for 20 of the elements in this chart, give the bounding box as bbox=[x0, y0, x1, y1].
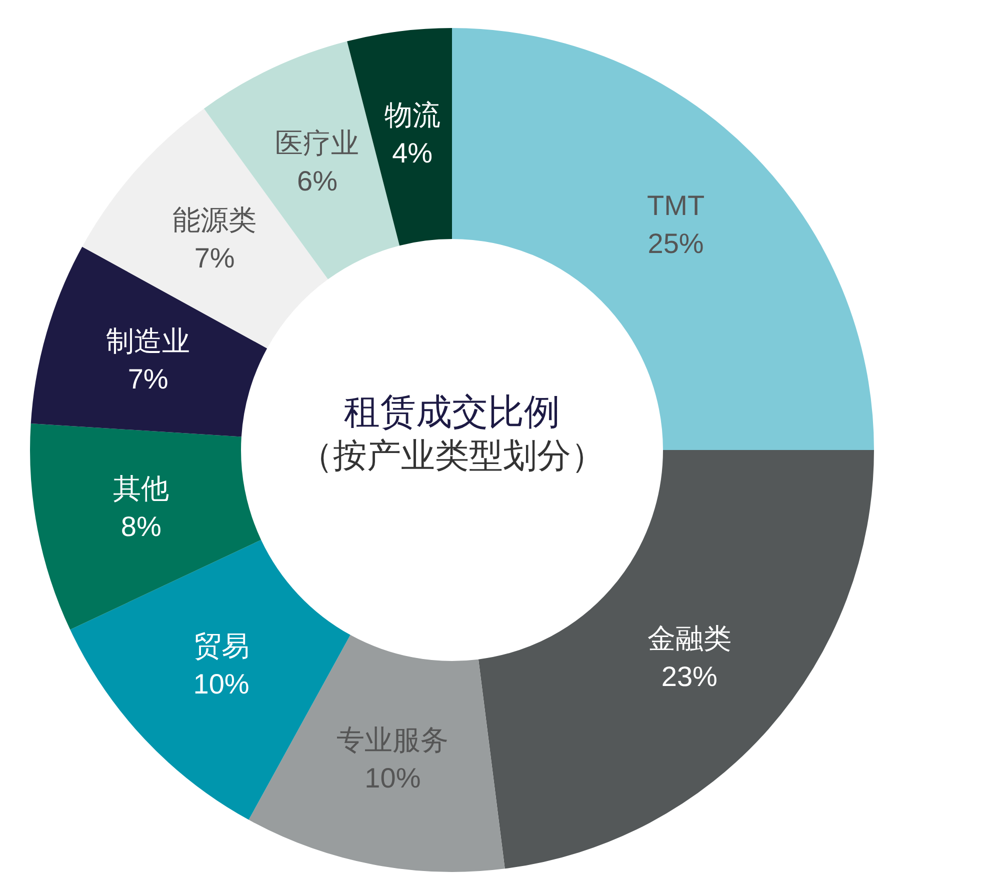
data-label: 10% bbox=[364, 762, 421, 794]
data-label: 4% bbox=[392, 138, 433, 169]
slice-label: TMT bbox=[647, 190, 705, 221]
data-label: 6% bbox=[297, 165, 338, 196]
text: 租赁成交比例 bbox=[343, 390, 561, 434]
slice-label: 能源类 bbox=[172, 204, 257, 236]
data-label: 10% bbox=[193, 668, 250, 700]
slice-label: 金融类 bbox=[647, 623, 732, 654]
slice-label: 物流 bbox=[384, 100, 440, 131]
data-label: 25% bbox=[648, 228, 704, 259]
slice-label: 其他 bbox=[113, 473, 170, 504]
slice-label: 贸易 bbox=[193, 630, 250, 662]
data-label: 7% bbox=[194, 242, 235, 274]
slice-label: 专业服务 bbox=[336, 724, 449, 756]
text: （按产业类型划分） bbox=[298, 436, 606, 477]
data-label: 7% bbox=[128, 363, 168, 394]
slice-label: 制造业 bbox=[106, 325, 190, 356]
slice-label: 医疗业 bbox=[275, 127, 360, 158]
data-label: 23% bbox=[661, 661, 718, 692]
data-label: 8% bbox=[120, 511, 162, 542]
